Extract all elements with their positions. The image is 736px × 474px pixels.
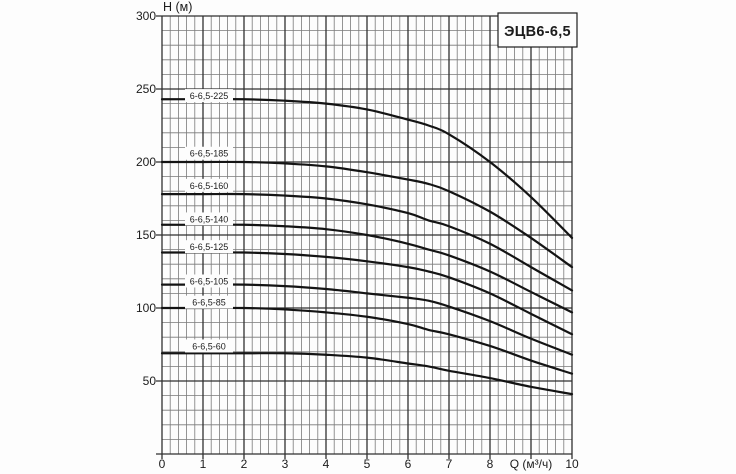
y-tick-label: 200 — [136, 155, 156, 169]
grid-major-lines — [156, 15, 573, 459]
y-tick-label: 100 — [136, 301, 156, 315]
y-tick-label: 50 — [143, 374, 157, 388]
x-tick-label: 5 — [364, 457, 371, 471]
pump-curve-6-6,5-185 — [160, 160, 574, 269]
y-tick-label: 150 — [136, 228, 156, 242]
x-tick-label: 8 — [487, 457, 494, 471]
x-tick-label: 10 — [565, 457, 579, 471]
y-axis-title: Н (м) — [163, 0, 192, 14]
curve-label-box — [185, 146, 233, 160]
x-tick-label: 6 — [405, 457, 412, 471]
curve-label: 6-6,5-225 — [190, 91, 229, 101]
curve-label-box — [185, 178, 233, 192]
pump-curve-6-6,5-160 — [160, 192, 574, 292]
curve-label: 6-6,5-60 — [192, 341, 226, 351]
x-tick-label: 0 — [159, 457, 166, 471]
curve-label: 6-6,5-160 — [190, 181, 229, 191]
pump-curve-6-6,5-225 — [160, 98, 574, 240]
curve-label: 6-6,5-185 — [190, 149, 229, 159]
title-box-frame — [497, 12, 578, 48]
title-box: ЭЦВ6-6,5 — [497, 12, 578, 48]
x-tick-label: 7 — [446, 457, 453, 471]
curve-label-box — [185, 274, 233, 288]
y-tick-label: 250 — [136, 82, 156, 96]
pump-curve-6-6,5-105 — [160, 283, 574, 356]
pump-curves — [160, 98, 574, 396]
pump-curve-6-6,5-85 — [160, 306, 574, 375]
pump-curve-6-6,5-125 — [160, 251, 574, 336]
x-tick-label: 1 — [200, 457, 207, 471]
curve-label-box — [185, 89, 233, 103]
curve-label-box — [185, 212, 233, 226]
axis-tick-labels: 50 100 150 200 250 300 0 1 2 3 4 5 6 7 8 10 — [136, 9, 579, 471]
curve-label: 6-6,5-140 — [190, 214, 229, 224]
curve-inline-labels: 6-6,5-225 6-6,5-185 6-6,5-160 6-6,5-140 6-6,… — [185, 89, 233, 353]
x-tick-label: 2 — [241, 457, 248, 471]
curve-label-box — [185, 339, 233, 353]
x-tick-label: 3 — [282, 457, 289, 471]
x-tick-label: 4 — [323, 457, 330, 471]
curve-label: 6-6,5-85 — [192, 298, 226, 308]
chart-title: ЭЦВ6-6,5 — [504, 24, 571, 40]
x-axis-title: Q (м³/ч) — [510, 457, 553, 471]
curve-label: 6-6,5-105 — [190, 276, 229, 286]
y-tick-label: 300 — [136, 9, 156, 23]
curve-label-box — [185, 295, 233, 309]
pump-curve-6-6,5-140 — [160, 223, 574, 314]
curve-label-box — [185, 240, 233, 254]
pump-curve-6-6,5-60 — [160, 352, 574, 396]
curve-label: 6-6,5-125 — [190, 242, 229, 252]
